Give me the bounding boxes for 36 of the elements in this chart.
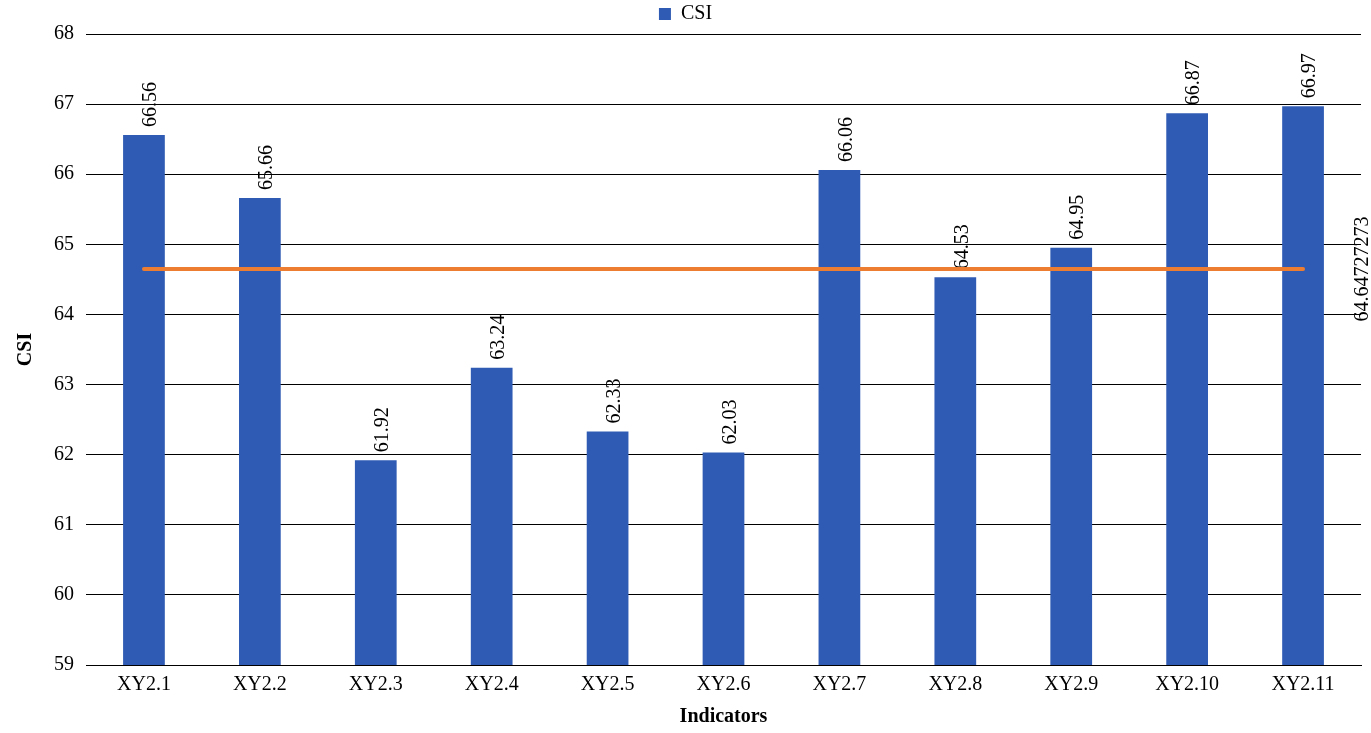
data-label: 66.87	[1181, 60, 1204, 106]
x-tick-label: XY2.7	[812, 672, 867, 695]
y-tick-label: 61	[54, 512, 74, 535]
y-tick-label: 65	[54, 231, 74, 254]
x-tick-label: XY2.4	[464, 672, 519, 695]
x-tick-label: XY2.5	[580, 672, 635, 695]
y-tick-label: 64	[54, 301, 74, 324]
y-tick-label: 66	[54, 161, 74, 184]
y-tick-label: 62	[54, 441, 74, 464]
data-label: 66.97	[1297, 53, 1320, 99]
data-label: 61.92	[370, 407, 393, 453]
data-label: 62.03	[717, 399, 740, 445]
x-tick-label: XY2.11	[1271, 672, 1335, 695]
y-tick-label: 60	[54, 582, 74, 605]
x-tick-label: XY2.3	[348, 672, 403, 695]
data-label: 64.95	[1065, 194, 1088, 240]
x-axis-title: Indicators	[679, 704, 768, 727]
ref-line-label: 64.64727273	[1350, 216, 1371, 322]
y-tick-label: 68	[54, 21, 74, 44]
data-label: 63.24	[485, 314, 508, 360]
y-tick-label: 59	[54, 652, 74, 675]
x-tick-label: XY2.8	[928, 672, 983, 695]
data-label: 64.53	[949, 224, 972, 270]
data-label: 66.06	[833, 117, 856, 163]
y-tick-label: 67	[54, 91, 74, 114]
y-tick-label: 63	[54, 371, 74, 394]
x-tick-label: XY2.9	[1044, 672, 1099, 695]
x-tick-label: XY2.6	[696, 672, 751, 695]
data-label: 62.33	[601, 378, 624, 424]
y-axis-title: CSI	[13, 332, 36, 367]
x-tick-label: XY2.1	[117, 672, 171, 695]
data-label: 66.56	[138, 81, 161, 127]
x-tick-label: XY2.10	[1155, 672, 1220, 695]
x-tick-label: XY2.2	[232, 672, 287, 695]
legend-label: CSI	[680, 1, 713, 24]
data-label: 65.66	[254, 145, 277, 191]
